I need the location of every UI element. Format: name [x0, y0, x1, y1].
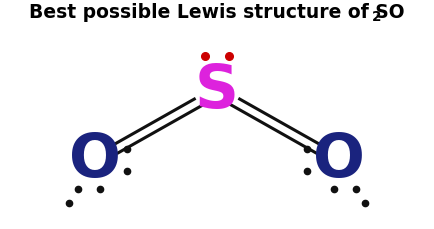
Text: Best possible Lewis structure of SO: Best possible Lewis structure of SO — [29, 3, 405, 22]
Text: S: S — [195, 62, 239, 121]
Text: O: O — [312, 131, 365, 190]
Text: O: O — [69, 131, 122, 190]
Text: 2: 2 — [372, 10, 381, 24]
